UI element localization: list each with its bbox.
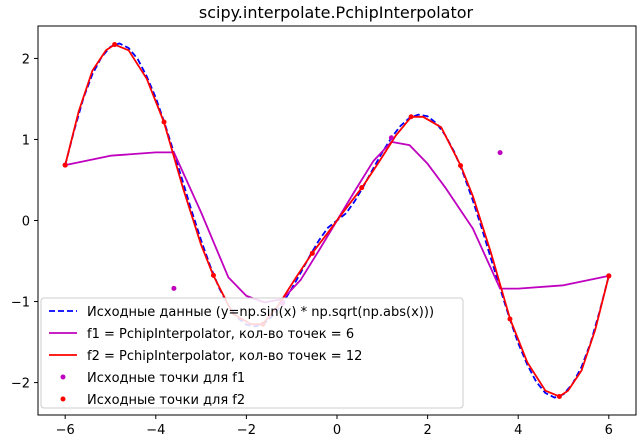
legend-marker bbox=[60, 374, 66, 380]
data-point-f2 bbox=[507, 316, 513, 322]
x-tick-label: 2 bbox=[423, 423, 431, 438]
axes: −6 −4 −2 0 2 4 6 −2 −1 0 1 2 bbox=[11, 25, 637, 438]
legend-label: f1 = PchipInterpolator, кол-во точек = 6 bbox=[87, 327, 354, 342]
y-tick-label: 1 bbox=[22, 133, 30, 148]
y-tick-label: 0 bbox=[22, 215, 30, 230]
data-point-f2 bbox=[359, 185, 365, 191]
legend-marker bbox=[60, 396, 66, 402]
data-point-f2 bbox=[606, 273, 612, 279]
chart-title: scipy.interpolate.PchipInterpolator bbox=[199, 3, 474, 22]
data-point-f2 bbox=[210, 272, 216, 278]
legend-label: f2 = PchipInterpolator, кол-во точек = 1… bbox=[87, 349, 362, 364]
y-tick-label: −1 bbox=[11, 296, 30, 311]
data-point-f1 bbox=[171, 285, 177, 291]
legend-label: Исходные точки для f2 bbox=[87, 393, 245, 408]
x-tick-label: 4 bbox=[514, 423, 522, 438]
legend-label: Исходные данные (y=np.sin(x) * np.sqrt(n… bbox=[87, 305, 434, 320]
x-tick-label: −4 bbox=[146, 423, 165, 438]
x-tick-label: 6 bbox=[605, 423, 613, 438]
plot-area bbox=[62, 42, 612, 399]
y-tick-label: 2 bbox=[22, 52, 30, 67]
legend-label: Исходные точки для f1 bbox=[87, 371, 245, 386]
data-point-f2 bbox=[556, 393, 562, 399]
legend-box bbox=[40, 297, 464, 409]
data-point-f1 bbox=[388, 135, 394, 141]
x-tick-label: −6 bbox=[56, 423, 75, 438]
x-tick-label: −2 bbox=[237, 423, 256, 438]
data-point-f2 bbox=[309, 250, 315, 256]
data-point-f2 bbox=[112, 42, 118, 48]
legend: Исходные данные (y=np.sin(x) * np.sqrt(n… bbox=[40, 297, 464, 409]
series-line-3 bbox=[64, 43, 610, 398]
x-tick-label: 0 bbox=[333, 423, 341, 438]
data-point-f2 bbox=[408, 114, 414, 120]
series-line-2 bbox=[65, 141, 609, 304]
data-point-f2 bbox=[62, 162, 68, 168]
data-point-f1 bbox=[497, 150, 503, 156]
data-point-f2 bbox=[161, 119, 167, 125]
y-tick-label: −2 bbox=[11, 377, 30, 392]
data-point-f2 bbox=[458, 163, 464, 169]
